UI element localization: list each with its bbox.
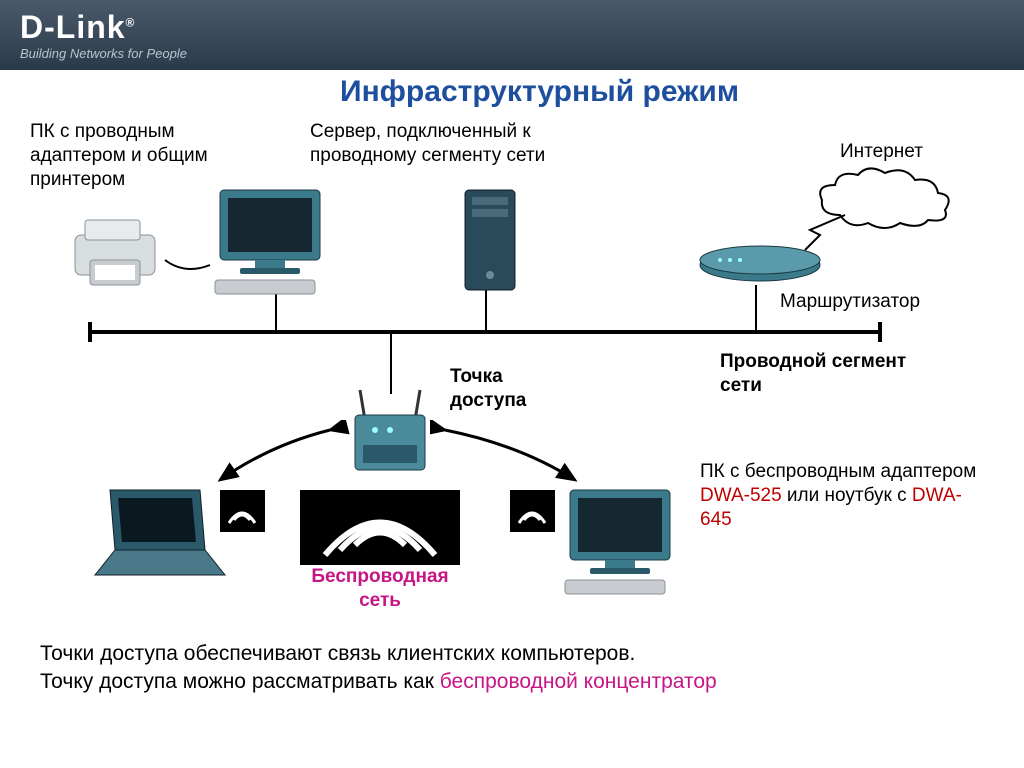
label-pc-wireless: ПК с беспроводным адаптером DWA-525 или … [700,460,980,531]
label-segment: Проводной сегмент сети [720,350,920,398]
link-router-cloud [800,210,860,260]
bus-endcap-right [878,322,882,342]
logo-main: D-Link® [20,9,187,46]
logo-tagline: Building Networks for People [20,46,187,61]
printer-icon [60,210,170,290]
network-diagram: ПК с проводным адаптером и общим принтер… [0,110,1024,610]
arrow-ap-pc [430,420,590,500]
bottom-line-1: Точки доступа обеспечивают связь клиентс… [40,640,717,668]
header: D-Link® Building Networks for People [0,0,1024,70]
label-internet: Интернет [840,140,923,164]
bottom-line-2: Точку доступа можно рассматривать как бе… [40,668,717,696]
bottom-caption: Точки доступа обеспечивают связь клиентс… [40,640,717,697]
logo: D-Link® Building Networks for People [20,9,187,61]
server-icon [450,185,530,295]
page-title: Инфраструктурный режим [340,75,739,109]
bus-endcap-left [88,322,92,342]
ethernet-bus [90,330,880,334]
arrow-ap-laptop [200,420,350,500]
access-point-icon [335,385,445,480]
wireless-signal-icon [300,490,460,565]
conn-server [485,290,487,330]
label-ap: Точка доступа [450,365,540,413]
label-wlan: Беспроводная сеть [310,565,450,613]
cable-printer-pc [160,250,215,280]
conn-router [755,285,757,330]
label-server: Сервер, подключенный к проводному сегмен… [310,120,570,168]
label-router: Маршрутизатор [780,290,920,314]
pc-icon [200,180,340,300]
